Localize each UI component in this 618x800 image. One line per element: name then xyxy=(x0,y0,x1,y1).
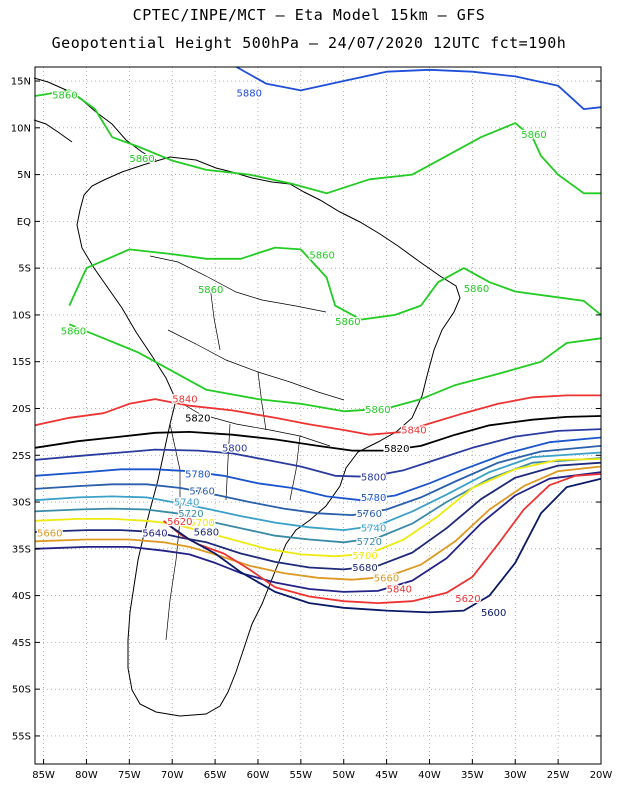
contour-label-5780: 5780 xyxy=(185,469,210,480)
contour-label-5740: 5740 xyxy=(361,524,386,535)
contour-line-5780 xyxy=(34,436,602,502)
contour-label-5720: 5720 xyxy=(178,509,203,520)
axis-ticks: 15N 10N 5N EQ 5S 10S 15S 20S 25S 30S 35S 40S 45S 50S 5… xyxy=(11,77,613,781)
contour-line-5740 xyxy=(34,451,602,531)
lon-tick-label: 85W xyxy=(32,770,55,781)
contour-label-5800: 5800 xyxy=(222,443,247,454)
lat-tick-label: 15N xyxy=(11,77,31,88)
contour-line-5700 xyxy=(34,458,602,558)
contour-label-5700: 5700 xyxy=(352,551,377,562)
contour-label-5700: 5700 xyxy=(189,518,214,529)
contour-label-5840: 5840 xyxy=(172,395,197,406)
contour-label-5860: 5860 xyxy=(335,317,360,328)
contour-label-5760: 5760 xyxy=(357,509,382,520)
contour-line-5820 xyxy=(34,415,602,452)
contour-label-5680: 5680 xyxy=(352,563,377,574)
contour-line-5840 xyxy=(34,394,601,436)
contour-lines xyxy=(34,66,602,614)
contour-label-5840: 5840 xyxy=(387,585,412,596)
contour-label-5860: 5860 xyxy=(129,154,154,165)
lon-tick-label: 45W xyxy=(375,770,398,781)
contour-labels: 5880 5860 5860 5860 5860 5860 5860 5860 5860 5860… xyxy=(36,87,548,620)
contour-label-5760: 5760 xyxy=(189,486,214,497)
contour-label-5780: 5780 xyxy=(361,493,386,504)
contour-label-5860: 5860 xyxy=(521,130,546,141)
contour-line-5860 xyxy=(34,89,601,195)
contour-label-5820: 5820 xyxy=(384,444,409,455)
contour-label-5820: 5820 xyxy=(185,413,210,424)
contour-label-5620: 5620 xyxy=(455,594,480,605)
lon-tick-label: 70W xyxy=(161,770,184,781)
contour-line-5880 xyxy=(236,66,602,110)
contour-line-5860 xyxy=(68,246,602,321)
lon-tick-label: 60W xyxy=(247,770,270,781)
contour-line-5760 xyxy=(34,445,602,516)
contour-label-5860: 5860 xyxy=(61,326,86,337)
contour-line-5800 xyxy=(34,428,602,478)
contour-line-5860 xyxy=(68,323,602,413)
map-title-line-2: Geopotential Height 500hPa – 24/07/2020 … xyxy=(51,34,567,52)
lat-tick-label: 15S xyxy=(12,357,31,368)
contour-label-5680: 5680 xyxy=(194,527,219,538)
lat-tick-label: 45S xyxy=(12,638,31,649)
lon-tick-label: 40W xyxy=(418,770,441,781)
lat-tick-label: 20S xyxy=(12,404,31,415)
lon-tick-label: 55W xyxy=(290,770,313,781)
lon-tick-label: 30W xyxy=(504,770,527,781)
map-frame xyxy=(34,66,602,765)
lat-tick-label: 40S xyxy=(12,591,31,602)
lat-lon-grid xyxy=(35,67,602,764)
contour-label-5860: 5860 xyxy=(198,285,223,296)
country-borders xyxy=(149,255,345,641)
lon-tick-label: 65W xyxy=(204,770,227,781)
contour-label-5860: 5860 xyxy=(464,284,489,295)
south-america-coastline xyxy=(76,156,461,717)
lat-tick-label: 10S xyxy=(12,310,31,321)
lat-tick-label: 5S xyxy=(18,264,31,275)
lat-tick-label: 10N xyxy=(11,123,31,134)
contour-label-5860: 5860 xyxy=(309,251,334,262)
land-geography xyxy=(33,77,461,717)
contour-label-5740: 5740 xyxy=(174,498,199,509)
lon-tick-label: 75W xyxy=(118,770,141,781)
lat-tick-label: 55S xyxy=(12,731,31,742)
lat-tick-label: 30S xyxy=(12,498,31,509)
contour-label-5800: 5800 xyxy=(361,472,386,483)
lat-tick-label: EQ xyxy=(17,217,31,228)
contour-label-5660: 5660 xyxy=(374,573,399,584)
lat-tick-label: 35S xyxy=(12,544,31,555)
contour-line-5600 xyxy=(167,477,602,614)
lon-tick-label: 25W xyxy=(547,770,570,781)
contour-line-5680 xyxy=(34,461,602,571)
map-title-line-1: CPTEC/INPE/MCT – Eta Model 15km – GFS xyxy=(132,6,486,24)
contour-label-5720: 5720 xyxy=(357,537,382,548)
contour-label-5860: 5860 xyxy=(365,405,390,416)
lon-tick-label: 35W xyxy=(461,770,484,781)
contour-label-5880: 5880 xyxy=(237,89,262,100)
contour-label-5640: 5640 xyxy=(142,528,167,539)
contour-line-5720 xyxy=(34,457,602,544)
contour-label-5840: 5840 xyxy=(401,426,426,437)
lon-tick-label: 80W xyxy=(75,770,98,781)
contour-line-5660 xyxy=(34,465,602,581)
lon-tick-label: 20W xyxy=(590,770,613,781)
contour-line-5640 xyxy=(34,471,602,593)
contour-label-5660: 5660 xyxy=(37,528,62,539)
contour-label-5620: 5620 xyxy=(167,517,192,528)
contour-line-5620 xyxy=(163,473,602,604)
contour-label-5860: 5860 xyxy=(52,91,77,102)
lat-tick-label: 25S xyxy=(12,451,31,462)
lon-tick-label: 50W xyxy=(332,770,355,781)
contour-label-5600: 5600 xyxy=(481,608,506,619)
lat-tick-label: 5N xyxy=(17,170,31,181)
lat-tick-label: 50S xyxy=(12,685,31,696)
